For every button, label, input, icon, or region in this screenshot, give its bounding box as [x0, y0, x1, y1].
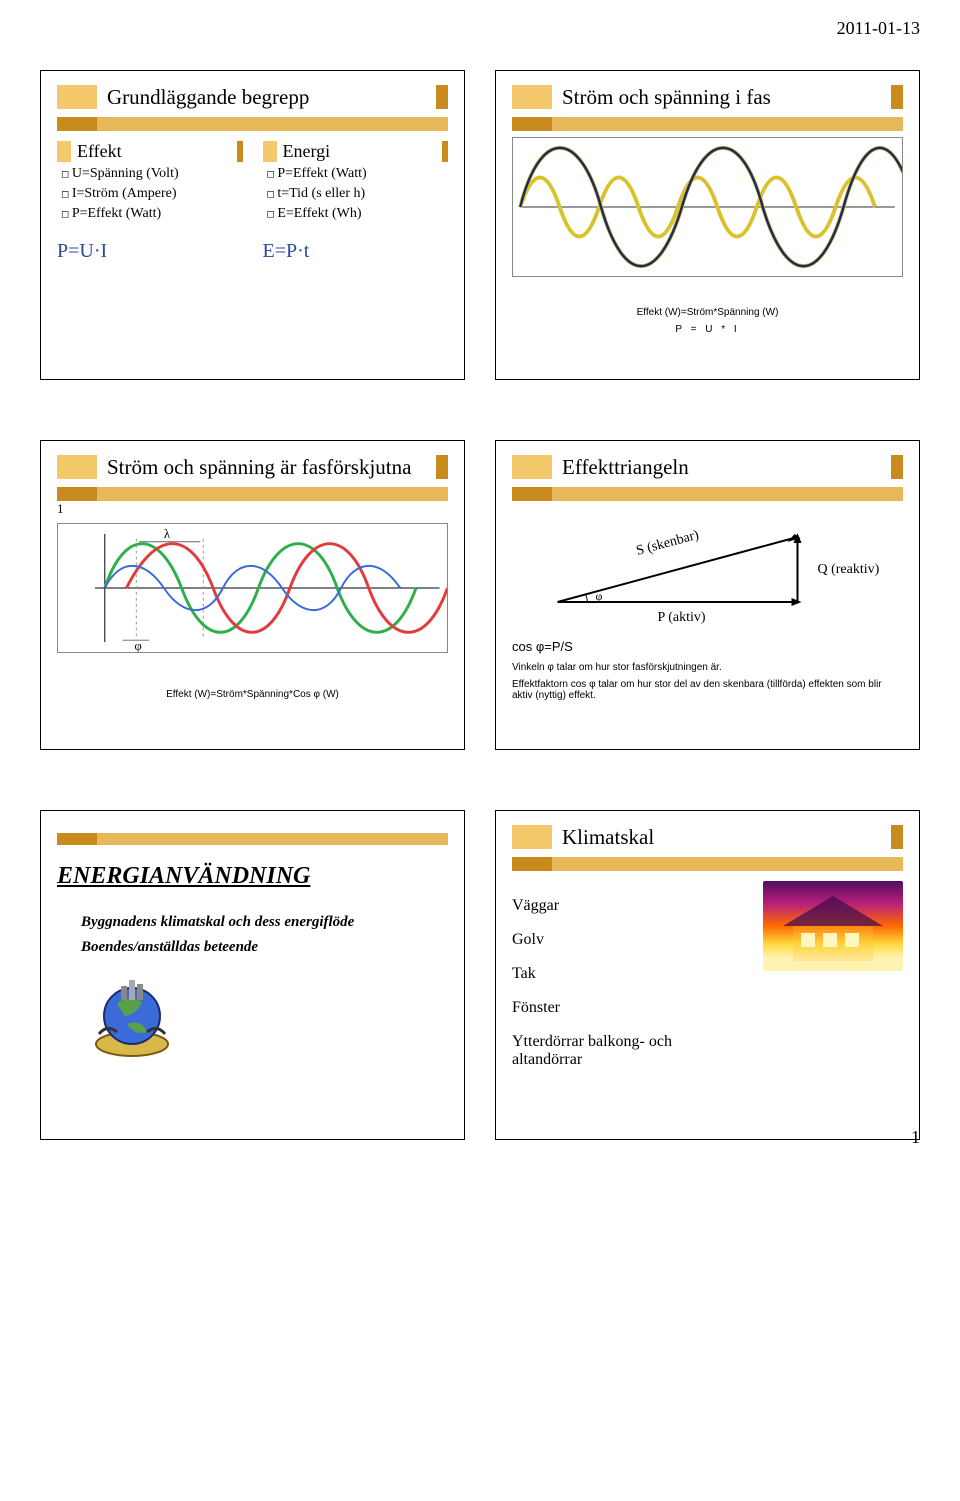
sub-klimatskal: Byggnadens klimatskal och dess energiflö… — [81, 914, 448, 931]
klimat-item: Tak — [512, 965, 743, 983]
svg-text:P (aktiv): P (aktiv) — [658, 610, 706, 625]
note-pui: P = U * I — [512, 324, 903, 335]
note-cos: Effekt (W)=Ström*Spänning*Cos φ (W) — [57, 689, 448, 700]
heading-energianvandning: ENERGIANVÄNDNING — [57, 863, 448, 890]
svg-text:φ: φ — [596, 589, 603, 603]
formula-p: P=U·I — [57, 240, 243, 263]
slide-title: Klimatskal — [562, 825, 891, 849]
list-item: P=Effekt (Watt) — [267, 166, 449, 182]
subhead-energi: Energi — [283, 141, 443, 162]
effekt-list: U=Spänning (Volt) I=Ström (Ampere) P=Eff… — [57, 166, 243, 222]
axis-label-1: 1 — [57, 501, 448, 517]
note-effekt: Effekt (W)=Ström*Spänning (W) — [512, 307, 903, 318]
slide-title: Ström och spänning i fas — [562, 85, 891, 109]
klimat-item: Väggar — [512, 897, 743, 915]
wave-chart-in-phase — [512, 137, 903, 277]
triangle-diagram: φ S (skenbar) Q (reaktiv) P (aktiv) — [512, 507, 903, 627]
svg-text:λ: λ — [164, 527, 171, 541]
slide-title: Grundläggande begrepp — [107, 85, 436, 109]
slide-grundlaggande: Grundläggande begrepp Effekt U=Spänning … — [40, 70, 465, 380]
slide-title: Ström och spänning är fasförskjutna — [107, 455, 436, 479]
list-item: t=Tid (s eller h) — [267, 186, 449, 202]
klimat-item: Fönster — [512, 999, 743, 1017]
svg-text:φ: φ — [134, 639, 141, 652]
sub-boendes: Boendes/anställdas beteende — [81, 939, 448, 956]
energi-list: P=Effekt (Watt) t=Tid (s eller h) E=Effe… — [263, 166, 449, 222]
cos-formula: cos φ=P/S — [512, 639, 903, 654]
klimat-item: Golv — [512, 931, 743, 949]
thermal-image — [763, 881, 903, 971]
list-item: U=Spänning (Volt) — [61, 166, 243, 182]
slide-i-fas: Ström och spänning i fas Effekt (W)=Strö… — [495, 70, 920, 380]
svg-text:S (skenbar): S (skenbar) — [635, 528, 701, 559]
slide-energianvandning: ENERGIANVÄNDNING Byggnadens klimatskal o… — [40, 810, 465, 1140]
slide-effekttriangeln: Effekttriangeln φ S (skenbar) Q (reaktiv… — [495, 440, 920, 750]
globe-icon — [87, 974, 177, 1064]
slide-klimatskal: Klimatskal Väggar Golv Tak Fönster Ytter… — [495, 810, 920, 1140]
desc-line: Vinkeln φ talar om hur stor fasförskjutn… — [512, 662, 903, 673]
list-item: P=Effekt (Watt) — [61, 206, 243, 222]
slide-grid: Grundläggande begrepp Effekt U=Spänning … — [40, 70, 920, 1140]
klimat-item: Ytterdörrar balkong- och altandörrar — [512, 1033, 743, 1069]
desc-line: Effektfaktorn cos φ talar om hur stor de… — [512, 679, 903, 701]
formula-e: E=P·t — [263, 240, 449, 263]
wave-chart-shifted: λ φ — [57, 523, 448, 653]
slide-title: Effekttriangeln — [562, 455, 891, 479]
subhead-effekt: Effekt — [77, 141, 237, 162]
svg-text:Q (reaktiv): Q (reaktiv) — [818, 562, 880, 577]
date-label: 2011-01-13 — [837, 18, 920, 39]
page-number: 1 — [911, 1127, 920, 1148]
list-item: I=Ström (Ampere) — [61, 186, 243, 202]
slide-fasforskjutna: Ström och spänning är fasförskjutna 1 λ … — [40, 440, 465, 750]
list-item: E=Effekt (Wh) — [267, 206, 449, 222]
